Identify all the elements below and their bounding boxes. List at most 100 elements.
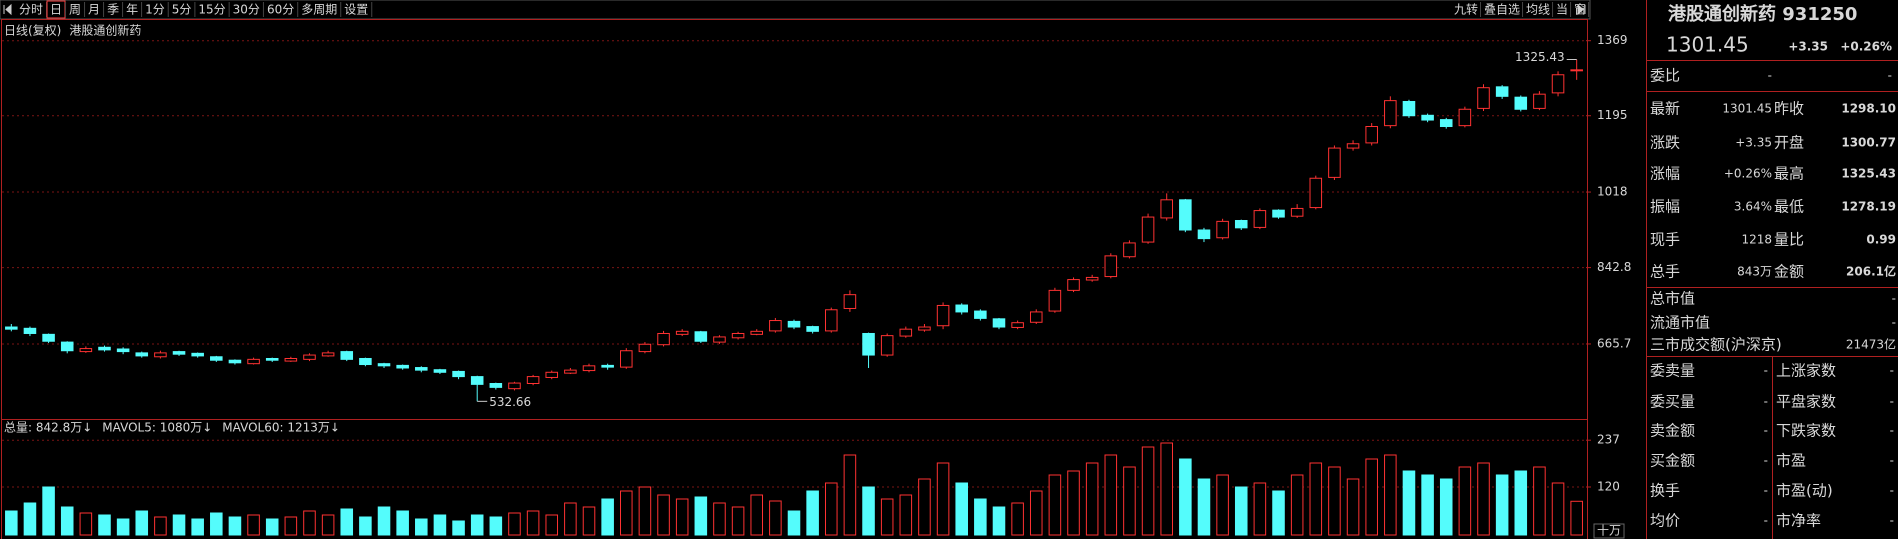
row-label: 开盘 [1774, 134, 1804, 152]
row-value: +0.26% [1724, 167, 1772, 181]
stat-label: 市盈(动) [1776, 482, 1833, 500]
candle-body [1533, 93, 1546, 109]
market-value: - [1892, 292, 1896, 306]
volume-bar [321, 514, 335, 536]
row-label: 金额 [1774, 263, 1804, 281]
volume-bar [359, 516, 372, 536]
volume-bar [880, 498, 894, 536]
candle-body [899, 328, 913, 337]
last-price: 1301.45 [1666, 33, 1749, 57]
stat-value: - [1764, 424, 1768, 438]
candle-body [1104, 255, 1118, 278]
candle-body [396, 364, 409, 369]
toolbar-tab[interactable]: 60分 [267, 3, 294, 17]
candle-body [508, 382, 521, 390]
volume-bar [135, 510, 149, 536]
volume-bar [210, 512, 223, 536]
toolbar-tab[interactable]: 多周期 [301, 3, 337, 17]
volume-bar [415, 518, 428, 536]
volume-bar [98, 514, 111, 536]
volume-bar [1402, 470, 1416, 536]
candle-body [675, 330, 689, 335]
candle-body [210, 356, 223, 361]
row-label: 涨幅 [1650, 165, 1680, 183]
candle-body [1216, 220, 1229, 239]
volume-legend: 总量: 842.8万↓ [4, 421, 92, 435]
volume-bar [42, 486, 55, 536]
y-tick-label: 1369 [1597, 33, 1628, 47]
toolbar-tab[interactable]: 周 [69, 3, 81, 17]
volume-bar [284, 516, 298, 536]
candle-body [60, 341, 74, 352]
nav-icon[interactable] [3, 3, 12, 16]
stat-label: 卖金额 [1650, 422, 1695, 440]
candle-body [98, 346, 111, 351]
candle-body [1421, 114, 1434, 121]
candle-body [992, 318, 1006, 328]
volume-bar [1384, 454, 1397, 536]
instrument-name: 港股通创新药 931250 [1668, 3, 1857, 25]
toolbar-tab[interactable]: 月 [88, 3, 100, 17]
toolbar-tab[interactable]: 5分 [172, 3, 192, 17]
row-label: 最低 [1774, 198, 1804, 216]
volume-legend: MAVOL5: 1080万↓ [102, 421, 212, 435]
market-value: 21473亿 [1846, 337, 1896, 352]
candle-body [1011, 322, 1024, 328]
row-label: 现手 [1650, 231, 1680, 249]
low-annotation: 532.66 [489, 395, 531, 409]
y-tick-label: 665.7 [1597, 336, 1631, 350]
candle-body [5, 326, 18, 330]
toolbar-tab[interactable]: 30分 [233, 3, 260, 17]
toolbar-tab[interactable]: 日 [50, 3, 62, 17]
toolbar-button[interactable]: 当 [1556, 3, 1568, 17]
toolbar-button[interactable]: 均线 [1526, 3, 1550, 17]
market-label: 三市成交额(沪深京) [1650, 336, 1782, 354]
volume-bar [843, 454, 857, 536]
volume-bar [1458, 466, 1472, 536]
candle-body [1365, 126, 1378, 144]
toolbar-tab[interactable]: 设置 [344, 3, 368, 17]
volume-bar [750, 494, 764, 536]
candle-body [116, 348, 130, 353]
candle-body [1514, 96, 1528, 110]
row-label: 昨收 [1774, 100, 1804, 118]
volume-bar [955, 482, 968, 536]
volume-bar [5, 510, 18, 536]
row-value: 843万 [1737, 265, 1772, 279]
candle-body [79, 348, 93, 353]
candle-body [489, 383, 503, 388]
stat-label: 上涨家数 [1776, 362, 1836, 380]
volume-bar [1011, 502, 1024, 536]
market-label: 流通市值 [1650, 314, 1710, 332]
candle-body [1272, 209, 1285, 218]
volume-bar [489, 516, 503, 536]
volume-bar [787, 510, 801, 536]
toolbar-tab[interactable]: 季 [107, 3, 119, 17]
volume-bar [1029, 490, 1043, 536]
stat-label: 均价 [1650, 512, 1680, 530]
toolbar-tab[interactable]: 1分 [145, 3, 165, 17]
toolbar-button[interactable]: 九转 [1454, 2, 1478, 17]
stat-value: - [1890, 364, 1894, 378]
toolbar-tab[interactable]: 分时 [19, 3, 43, 17]
toolbar-button[interactable]: 窗 [1574, 3, 1586, 17]
stat-label: 委卖量 [1650, 362, 1695, 380]
volume-bar [1067, 470, 1080, 536]
volume-bar [1551, 482, 1565, 536]
toolbar-button[interactable]: 叠自选 [1484, 3, 1520, 17]
candle-body [359, 357, 372, 366]
row-label: 最新 [1650, 100, 1680, 118]
volume-bar [657, 494, 670, 536]
volume-bar [303, 510, 316, 536]
toolbar-tab[interactable]: 15分 [198, 3, 225, 17]
row-label: 量比 [1774, 231, 1804, 249]
volume-bar [638, 486, 652, 536]
candle-body [1160, 199, 1173, 219]
toolbar-tab[interactable]: 年 [126, 3, 138, 17]
volume-bar [23, 502, 37, 536]
nav-icon[interactable] [1577, 3, 1586, 16]
market-label: 总市值 [1650, 290, 1695, 308]
candle-body [824, 309, 838, 332]
candle-body [564, 369, 577, 374]
